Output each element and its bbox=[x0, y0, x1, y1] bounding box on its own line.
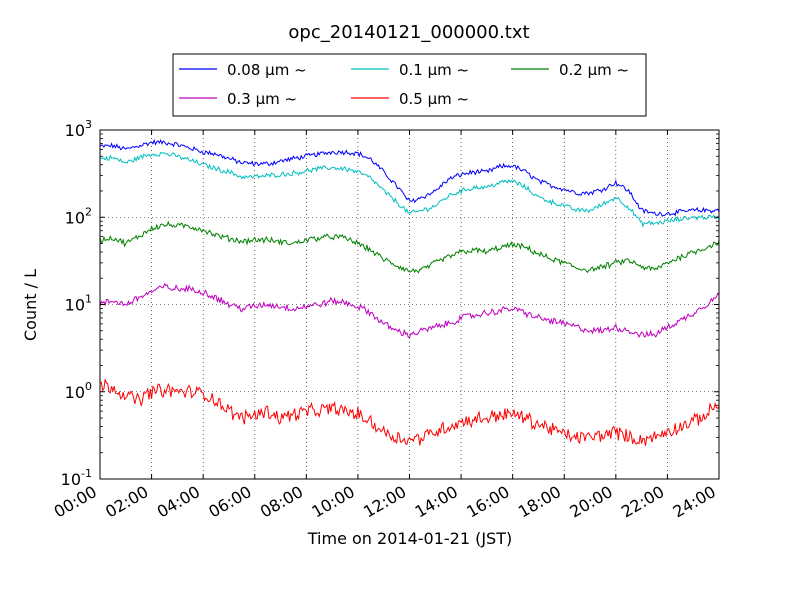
y-tick-exponent: 0 bbox=[85, 380, 92, 393]
series-line-3 bbox=[99, 220, 720, 274]
y-tick-base: 10 bbox=[65, 383, 85, 402]
y-tick-exponent: 2 bbox=[85, 205, 92, 218]
y-tick-label: 101 bbox=[65, 293, 92, 315]
legend-label-5: 0.5 μm ~ bbox=[399, 90, 469, 108]
series-line-1 bbox=[99, 139, 720, 217]
y-tick-label: 103 bbox=[65, 118, 92, 140]
legend-label-4: 0.3 μm ~ bbox=[227, 90, 297, 108]
y-axis-label: Count / L bbox=[21, 269, 40, 341]
plot-area: 00:00 02:00 04:00 06:00 08:00 10:00 12:00 14:00… bbox=[51, 118, 720, 522]
y-tick-base: 10 bbox=[65, 208, 85, 227]
y-tick-exponent: -1 bbox=[81, 467, 92, 480]
y-tick-label: 102 bbox=[65, 205, 92, 227]
y-tick-exponent: 3 bbox=[85, 118, 92, 131]
x-axis-label: Time on 2014-01-21 (JST) bbox=[307, 529, 512, 548]
series-line-2 bbox=[99, 152, 720, 228]
chart-title: opc_20140121_000000.txt bbox=[288, 22, 529, 43]
legend-label-3: 0.2 μm ~ bbox=[559, 61, 629, 79]
legend-label-1: 0.08 μm ~ bbox=[227, 61, 307, 79]
y-tick-label: 100 bbox=[65, 380, 92, 402]
series-line-4 bbox=[99, 283, 720, 339]
y-tick-base: 10 bbox=[65, 121, 85, 140]
legend-frame bbox=[172, 53, 647, 117]
y-tick-base: 10 bbox=[65, 296, 85, 315]
y-tick-label: 10-1 bbox=[61, 467, 92, 489]
series-line-5 bbox=[99, 379, 720, 446]
y-tick-exponent: 1 bbox=[85, 293, 92, 306]
y-tick-base: 10 bbox=[61, 470, 81, 489]
legend-label-2: 0.1 μm ~ bbox=[399, 61, 469, 79]
legend: 0.08 μm ~ 0.1 μm ~ 0.2 μm ~ 0.3 μm ~ 0.5 μm … bbox=[172, 53, 647, 117]
